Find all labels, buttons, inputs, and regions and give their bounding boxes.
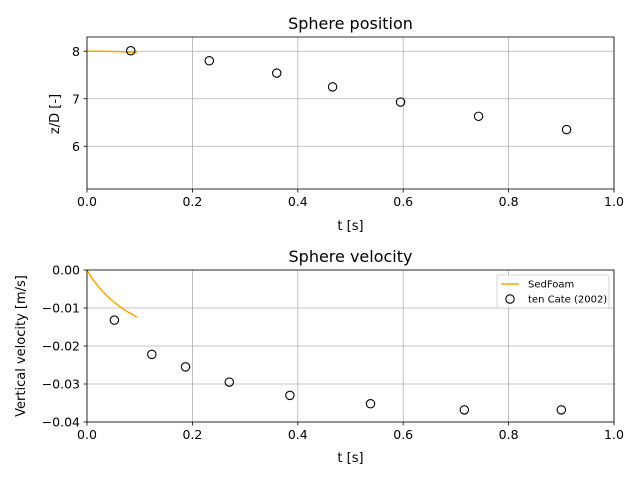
- position-x-tick-label: 0.8: [499, 194, 519, 209]
- velocity-legend: SedFoam ten Cate (2002): [496, 274, 610, 309]
- velocity-plot-area: [86, 269, 615, 423]
- position-y-axis-label: z/D [-]: [48, 94, 63, 134]
- position-y-tick-label: 7: [72, 91, 80, 106]
- position-chart-title: Sphere position: [288, 14, 413, 33]
- velocity-x-tick-label: 0.4: [288, 427, 308, 442]
- velocity-y-axis-label: Vertical velocity [m/s]: [14, 275, 29, 417]
- position-subplot: Sphere position t [s] z/D [-] 0.0 0.2 0.4 0…: [48, 14, 624, 234]
- position-ten-cate-point: [204, 55, 215, 66]
- velocity-x-tick-label: 0.2: [182, 427, 202, 442]
- velocity-x-tick-label: 0.0: [77, 427, 97, 442]
- velocity-legend-label: SedFoam: [528, 280, 574, 291]
- position-x-tick-label: 0.4: [288, 194, 308, 209]
- velocity-ten-cate-point: [109, 315, 120, 325]
- velocity-legend-marker-swatch: [505, 294, 515, 304]
- velocity-x-tick-label: 0.6: [393, 427, 413, 442]
- position-y-tick-label: 8: [72, 44, 80, 59]
- position-ten-cate-point: [395, 97, 406, 107]
- velocity-x-tick-label: 1.0: [604, 427, 624, 442]
- velocity-chart-title: Sphere velocity: [289, 247, 413, 266]
- position-ten-cate-point: [561, 124, 572, 135]
- position-sedfoam-line: [87, 50, 138, 54]
- position-x-tick-label: 0.6: [393, 194, 413, 209]
- velocity-sedfoam-line: [87, 270, 138, 319]
- velocity-x-tick-label: 0.8: [499, 427, 519, 442]
- position-ten-cate-point: [473, 111, 484, 122]
- velocity-ten-cate-point: [180, 362, 191, 372]
- velocity-ten-cate-point: [459, 405, 470, 415]
- position-x-axis-label: t [s]: [337, 219, 363, 234]
- position-ten-cate-point: [271, 68, 282, 78]
- position-ten-cate-point: [125, 46, 136, 56]
- velocity-ten-cate-point: [147, 349, 157, 360]
- position-x-tick-label: 0.0: [77, 194, 97, 209]
- position-plot-area: [86, 36, 615, 190]
- position-axes-frame: [86, 36, 615, 190]
- velocity-legend-frame: [496, 274, 610, 309]
- velocity-ten-cate-point: [224, 377, 235, 387]
- velocity-ten-cate-point: [365, 399, 376, 409]
- position-x-tick-label: 0.2: [182, 194, 202, 209]
- velocity-ten-cate-point: [556, 405, 567, 415]
- velocity-ten-cate-point: [285, 390, 295, 401]
- velocity-legend-label: ten Cate (2002): [528, 295, 607, 306]
- velocity-y-tick-label: −0.01: [42, 301, 80, 316]
- velocity-y-tick-label: −0.02: [42, 339, 80, 354]
- position-x-tick-label: 1.0: [604, 194, 624, 209]
- velocity-x-axis-label: t [s]: [337, 451, 363, 466]
- velocity-subplot: Sphere velocity t [s] Vertical velocity …: [14, 247, 624, 466]
- velocity-y-tick-label: 0.00: [52, 263, 80, 278]
- position-ten-cate-point: [327, 82, 338, 92]
- position-y-tick-label: 6: [72, 139, 80, 154]
- velocity-y-tick-label: −0.04: [42, 415, 80, 430]
- velocity-y-tick-label: −0.03: [42, 377, 80, 392]
